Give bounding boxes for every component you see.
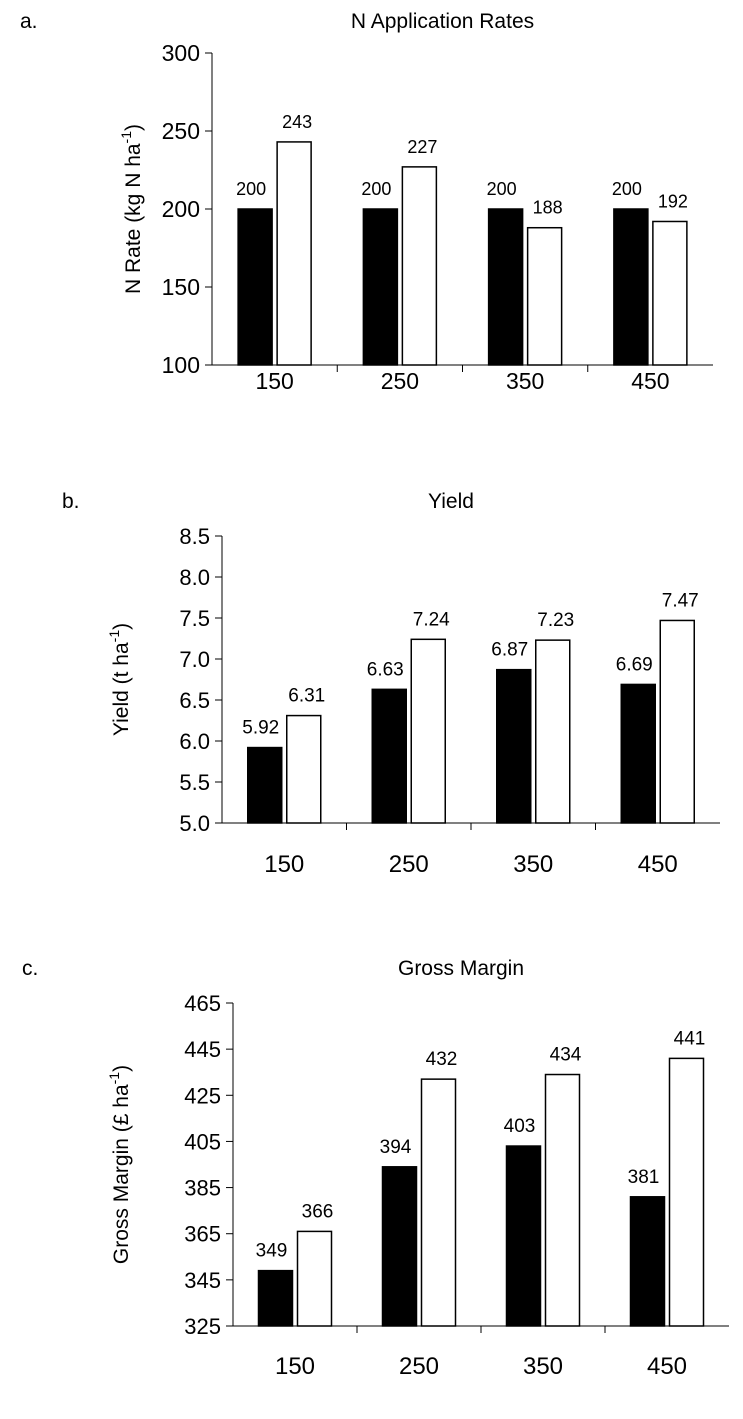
y-tick-label: 8.5 xyxy=(179,524,210,549)
bar-value-label: 200 xyxy=(361,179,391,199)
bar-white xyxy=(276,141,312,366)
bar-black xyxy=(620,683,656,824)
bar-black xyxy=(381,1166,418,1327)
y-tick-label: 7.0 xyxy=(179,647,210,672)
bar-value-label: 7.47 xyxy=(662,590,699,611)
y-tick-label: 200 xyxy=(162,196,200,222)
bar-black xyxy=(237,208,273,366)
bar-value-label: 5.92 xyxy=(242,718,279,739)
x-category-label: 350 xyxy=(513,851,553,878)
bar-white xyxy=(535,639,571,824)
y-tick-label: 300 xyxy=(162,40,200,66)
bar-value-label: 7.23 xyxy=(537,610,574,631)
bar-value-label: 6.87 xyxy=(491,640,528,661)
bar-white xyxy=(401,166,438,366)
bar-value-label: 200 xyxy=(612,179,642,199)
x-category-label: 450 xyxy=(631,368,669,394)
bar-white xyxy=(659,619,695,824)
bar-value-label: 403 xyxy=(504,1116,536,1137)
x-category-label: 250 xyxy=(389,851,429,878)
bar-value-label: 432 xyxy=(426,1049,458,1070)
panel-letter: c. xyxy=(22,957,38,980)
panel-1: a. N Application Rates 100 150 200 250 300 N Ra… xyxy=(20,10,713,394)
y-tick-label: 365 xyxy=(184,1222,221,1247)
y-tick-label: 345 xyxy=(184,1268,221,1293)
bar-black xyxy=(257,1269,294,1327)
panel-letter: a. xyxy=(20,10,38,33)
bar-black xyxy=(362,208,399,366)
y-tick-label: 5.5 xyxy=(179,770,210,795)
bar-value-label: 192 xyxy=(658,191,688,211)
x-category-label: 350 xyxy=(506,368,544,394)
bar-black xyxy=(371,688,407,824)
x-category-label: 150 xyxy=(264,851,304,878)
bar-black xyxy=(496,668,532,824)
panel-2: b. Yield 5.0 5.5 6.0 6.5 7.0 7.5 8.0 8.5 Yield (t … xyxy=(62,490,720,878)
chart-title: N Application Rates xyxy=(351,10,534,33)
y-tick-label: 8.0 xyxy=(179,565,210,590)
bar-value-label: 381 xyxy=(628,1167,660,1188)
y-tick-label: 100 xyxy=(162,352,200,378)
bar-value-label: 200 xyxy=(487,179,517,199)
bar-black xyxy=(613,208,649,366)
chart-title: Yield xyxy=(428,490,474,513)
chart-title: Gross Margin xyxy=(398,957,524,980)
x-category-label: 150 xyxy=(275,1353,315,1380)
bar-white xyxy=(668,1057,705,1327)
y-tick-label: 385 xyxy=(184,1176,221,1201)
bar-black xyxy=(505,1145,542,1327)
y-tick-label: 6.5 xyxy=(179,688,210,713)
y-tick-label: 5.0 xyxy=(179,811,210,836)
bar-value-label: 243 xyxy=(282,112,312,132)
bar-white xyxy=(652,220,688,366)
bar-value-label: 434 xyxy=(550,1045,582,1066)
bar-black xyxy=(247,746,283,824)
panel-letter: b. xyxy=(62,490,80,513)
bar-value-label: 227 xyxy=(407,137,437,157)
bar-value-label: 6.69 xyxy=(616,654,653,675)
bar-value-label: 6.63 xyxy=(367,659,404,680)
bar-value-label: 349 xyxy=(256,1241,288,1262)
y-tick-label: 425 xyxy=(184,1083,221,1108)
y-tick-label: 325 xyxy=(184,1314,221,1339)
bar-white xyxy=(544,1073,581,1327)
bar-value-label: 188 xyxy=(533,198,563,218)
y-tick-label: 7.5 xyxy=(179,606,210,631)
x-category-label: 250 xyxy=(399,1353,439,1380)
bar-white xyxy=(296,1230,333,1327)
bar-black xyxy=(487,208,524,366)
x-category-label: 250 xyxy=(381,368,419,394)
y-tick-label: 405 xyxy=(184,1129,221,1154)
y-axis-label: Yield (t ha-1) xyxy=(106,623,133,736)
y-tick-label: 465 xyxy=(184,991,221,1016)
y-axis-label: Gross Margin (£ ha-1) xyxy=(106,1065,133,1264)
y-tick-label: 250 xyxy=(162,118,200,144)
x-category-label: 150 xyxy=(255,368,293,394)
panel-3: c. Gross Margin 325 345 365 385 405 425 445 465 Gr… xyxy=(22,957,729,1380)
bar-black xyxy=(629,1196,666,1327)
bar-value-label: 7.24 xyxy=(413,609,450,630)
y-tick-label: 6.0 xyxy=(179,729,210,754)
bar-white xyxy=(526,226,563,366)
bar-value-label: 366 xyxy=(302,1201,334,1222)
bar-value-label: 394 xyxy=(380,1137,412,1158)
bar-value-label: 200 xyxy=(236,179,266,199)
y-tick-label: 150 xyxy=(162,274,200,300)
bar-white xyxy=(420,1078,457,1327)
x-category-label: 450 xyxy=(647,1353,687,1380)
bar-white xyxy=(410,638,446,824)
bar-value-label: 441 xyxy=(674,1028,706,1049)
y-tick-label: 445 xyxy=(184,1037,221,1062)
y-axis-label: N Rate (kg N ha-1) xyxy=(118,124,145,294)
x-category-label: 350 xyxy=(523,1353,563,1380)
bar-value-label: 6.31 xyxy=(288,686,325,707)
bar-white xyxy=(286,714,322,824)
x-category-label: 450 xyxy=(638,851,678,878)
